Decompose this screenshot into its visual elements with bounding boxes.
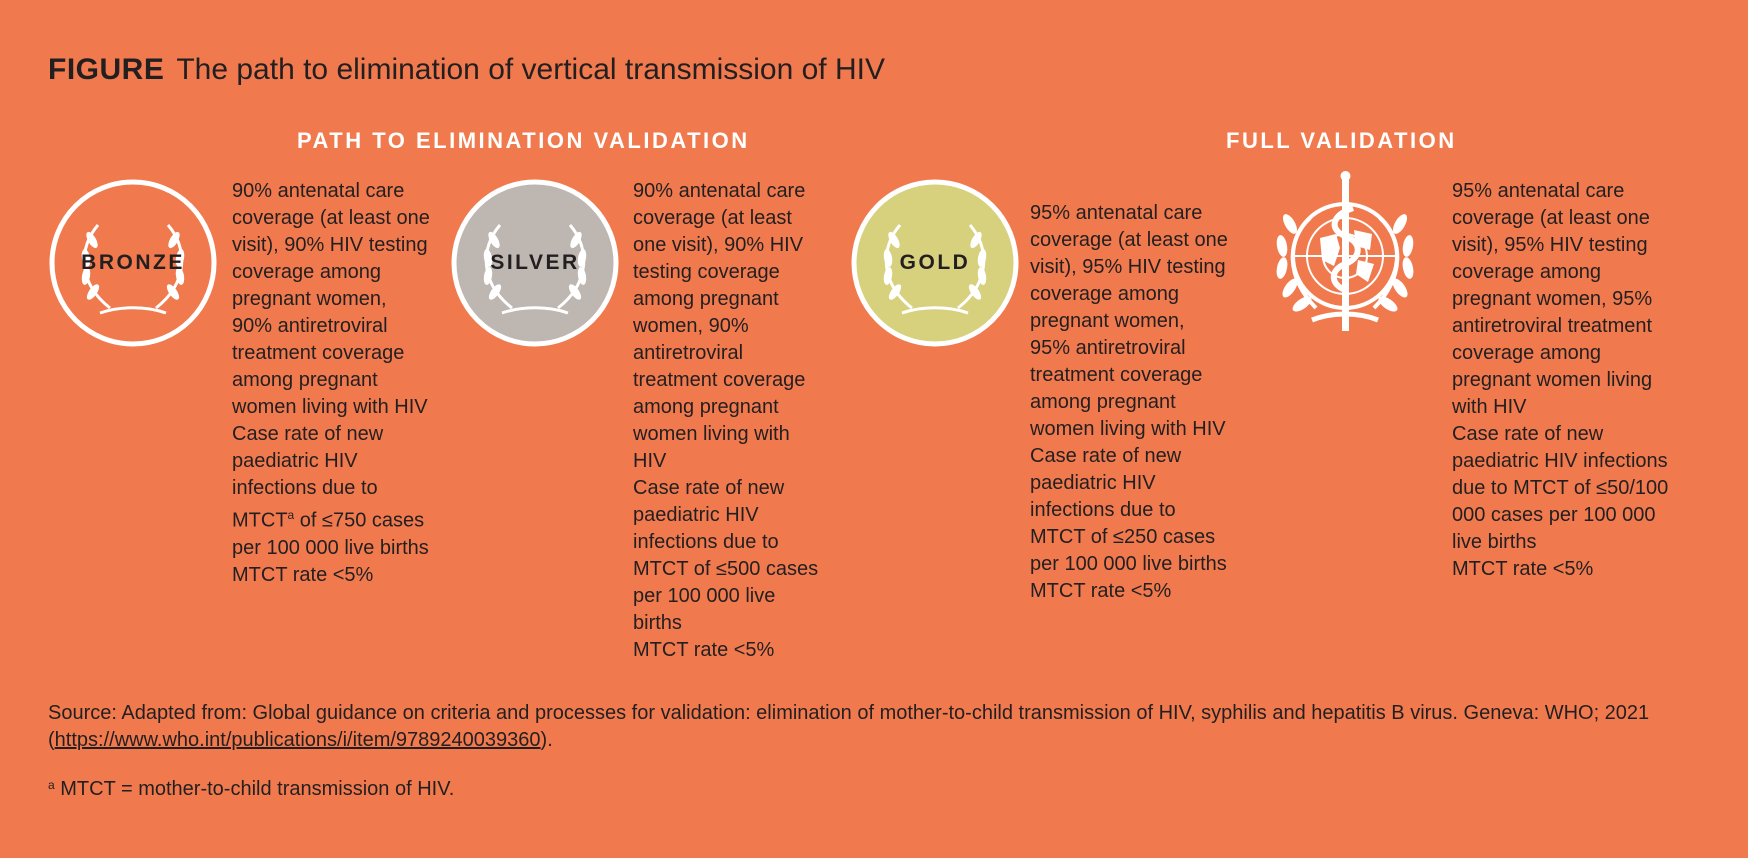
gold-label: GOLD <box>899 251 971 274</box>
criteria-line: MTCTa of ≤750 cases <box>232 502 430 535</box>
criteria-line: coverage among <box>1452 342 1601 364</box>
criteria-line: infections due to <box>1030 499 1176 521</box>
criteria-line: paediatric HIV <box>633 504 759 526</box>
laurel-wreath-icon <box>451 179 619 347</box>
source-link[interactable]: https://www.who.int/publications/i/item/… <box>54 729 541 751</box>
criteria-line: pregnant women, <box>1030 310 1185 332</box>
criteria-line: pregnant women living <box>1452 369 1653 391</box>
silver-criteria: 90% antenatal care coverage (at least on… <box>633 178 818 664</box>
criteria-line: Case rate of new <box>232 423 384 445</box>
criteria-line: coverage among <box>1452 261 1601 283</box>
criteria-line: MTCT rate <5% <box>1452 558 1594 580</box>
criteria-line: MTCT of ≤500 cases <box>633 558 819 580</box>
criteria-mtct-text: MTCT <box>232 509 288 532</box>
bronze-medal: BRONZE <box>48 178 218 348</box>
footnote-text: MTCT = mother-to-child transmission of H… <box>60 778 455 800</box>
section-heading-full: FULL VALIDATION <box>1226 128 1457 153</box>
laurel-wreath-icon <box>851 179 1019 347</box>
criteria-line: paediatric HIV <box>1030 472 1156 494</box>
criteria-line: paediatric HIV infections <box>1452 450 1668 472</box>
figure-label: FIGURE <box>48 53 165 86</box>
who-emblem <box>1250 168 1440 338</box>
footnote-marker: a <box>287 508 295 522</box>
section-heading-path: PATH TO ELIMINATION VALIDATION <box>297 128 750 153</box>
criteria-line: among pregnant <box>232 369 378 391</box>
criteria-line: women living with HIV <box>1030 418 1226 440</box>
criteria-line: pregnant women, <box>232 288 387 310</box>
criteria-line: with HIV <box>1452 396 1527 418</box>
criteria-line: antiretroviral treatment <box>1452 315 1653 337</box>
criteria-line: coverage (at least one <box>1452 207 1650 229</box>
criteria-line: women living with <box>633 423 790 445</box>
silver-medal: SILVER <box>450 178 620 348</box>
laurel-wreath-icon <box>49 179 217 347</box>
footnote-marker: a <box>48 778 55 792</box>
source-note: Source: Adapted from: Global guidance on… <box>48 700 1698 754</box>
criteria-line: births <box>633 612 682 634</box>
criteria-line: infections due to <box>633 531 779 553</box>
figure-title-text: The path to elimination of vertical tran… <box>176 53 885 86</box>
who-emblem-icon <box>1276 171 1414 331</box>
criteria-line: visit), 95% HIV testing <box>1452 234 1648 256</box>
criteria-line: coverage (at least one <box>1030 229 1228 251</box>
criteria-line: MTCT rate <5% <box>232 563 374 586</box>
criteria-line: treatment coverage <box>232 342 405 364</box>
criteria-line: per 100 000 live <box>633 585 776 607</box>
criteria-line: 95% antenatal care <box>1452 180 1625 202</box>
criteria-line: 90% antenatal care <box>232 180 405 202</box>
silver-label: SILVER <box>490 251 580 274</box>
criteria-line: 95% antiretroviral <box>1030 337 1186 359</box>
criteria-line: per 100 000 live births <box>232 536 429 559</box>
criteria-line: 000 cases per 100 000 <box>1452 504 1656 526</box>
criteria-line: Case rate of new <box>1452 423 1604 445</box>
criteria-line: visit), 95% HIV testing <box>1030 256 1226 278</box>
criteria-line: treatment coverage <box>633 369 806 391</box>
criteria-line: antiretroviral <box>633 342 744 364</box>
criteria-line: among pregnant <box>1030 391 1176 413</box>
criteria-line: MTCT rate <5% <box>1030 580 1172 602</box>
criteria-line: coverage (at least one <box>232 207 430 229</box>
criteria-line: women living with HIV <box>232 396 428 418</box>
figure-title: FIGURE The path to elimination of vertica… <box>48 50 885 90</box>
criteria-line: due to MTCT of ≤50/100 <box>1452 477 1669 499</box>
criteria-line: treatment coverage <box>1030 364 1203 386</box>
criteria-line: paediatric HIV <box>232 450 358 472</box>
criteria-mtct-value: of ≤750 cases <box>299 509 425 532</box>
criteria-line: among pregnant <box>633 288 779 310</box>
bronze-criteria: 90% antenatal care coverage (at least on… <box>232 178 430 589</box>
bronze-label: BRONZE <box>81 251 185 274</box>
criteria-line: women, 90% <box>633 315 749 337</box>
criteria-line: visit), 90% HIV testing <box>232 234 428 256</box>
criteria-line: Case rate of new <box>1030 445 1182 467</box>
criteria-line: infections due to <box>232 477 378 499</box>
criteria-line: testing coverage <box>633 261 780 283</box>
footnote: a MTCT = mother-to-child transmission of… <box>48 772 454 803</box>
criteria-line: pregnant women, 95% <box>1452 288 1653 310</box>
criteria-line: 90% antenatal care <box>633 180 806 202</box>
criteria-line: Case rate of new <box>633 477 785 499</box>
criteria-line: coverage among <box>232 261 381 283</box>
gold-criteria: 95% antenatal care coverage (at least on… <box>1030 200 1228 605</box>
criteria-line: MTCT rate <5% <box>633 639 775 661</box>
criteria-line: one visit), 90% HIV <box>633 234 804 256</box>
source-text: Source: Adapted from: Global guidance on… <box>48 702 1650 751</box>
source-end: ). <box>540 729 553 751</box>
full-criteria: 95% antenatal care coverage (at least on… <box>1452 178 1668 583</box>
gold-medal: GOLD <box>850 178 1020 348</box>
criteria-line: 95% antenatal care <box>1030 202 1203 224</box>
criteria-line: coverage among <box>1030 283 1179 305</box>
criteria-line: coverage (at least <box>633 207 792 229</box>
criteria-line: 90% antiretroviral <box>232 315 388 337</box>
criteria-line: MTCT of ≤250 cases <box>1030 526 1216 548</box>
criteria-line: live births <box>1452 531 1537 553</box>
criteria-line: HIV <box>633 450 667 472</box>
criteria-line: per 100 000 live births <box>1030 553 1227 575</box>
criteria-line: among pregnant <box>633 396 779 418</box>
